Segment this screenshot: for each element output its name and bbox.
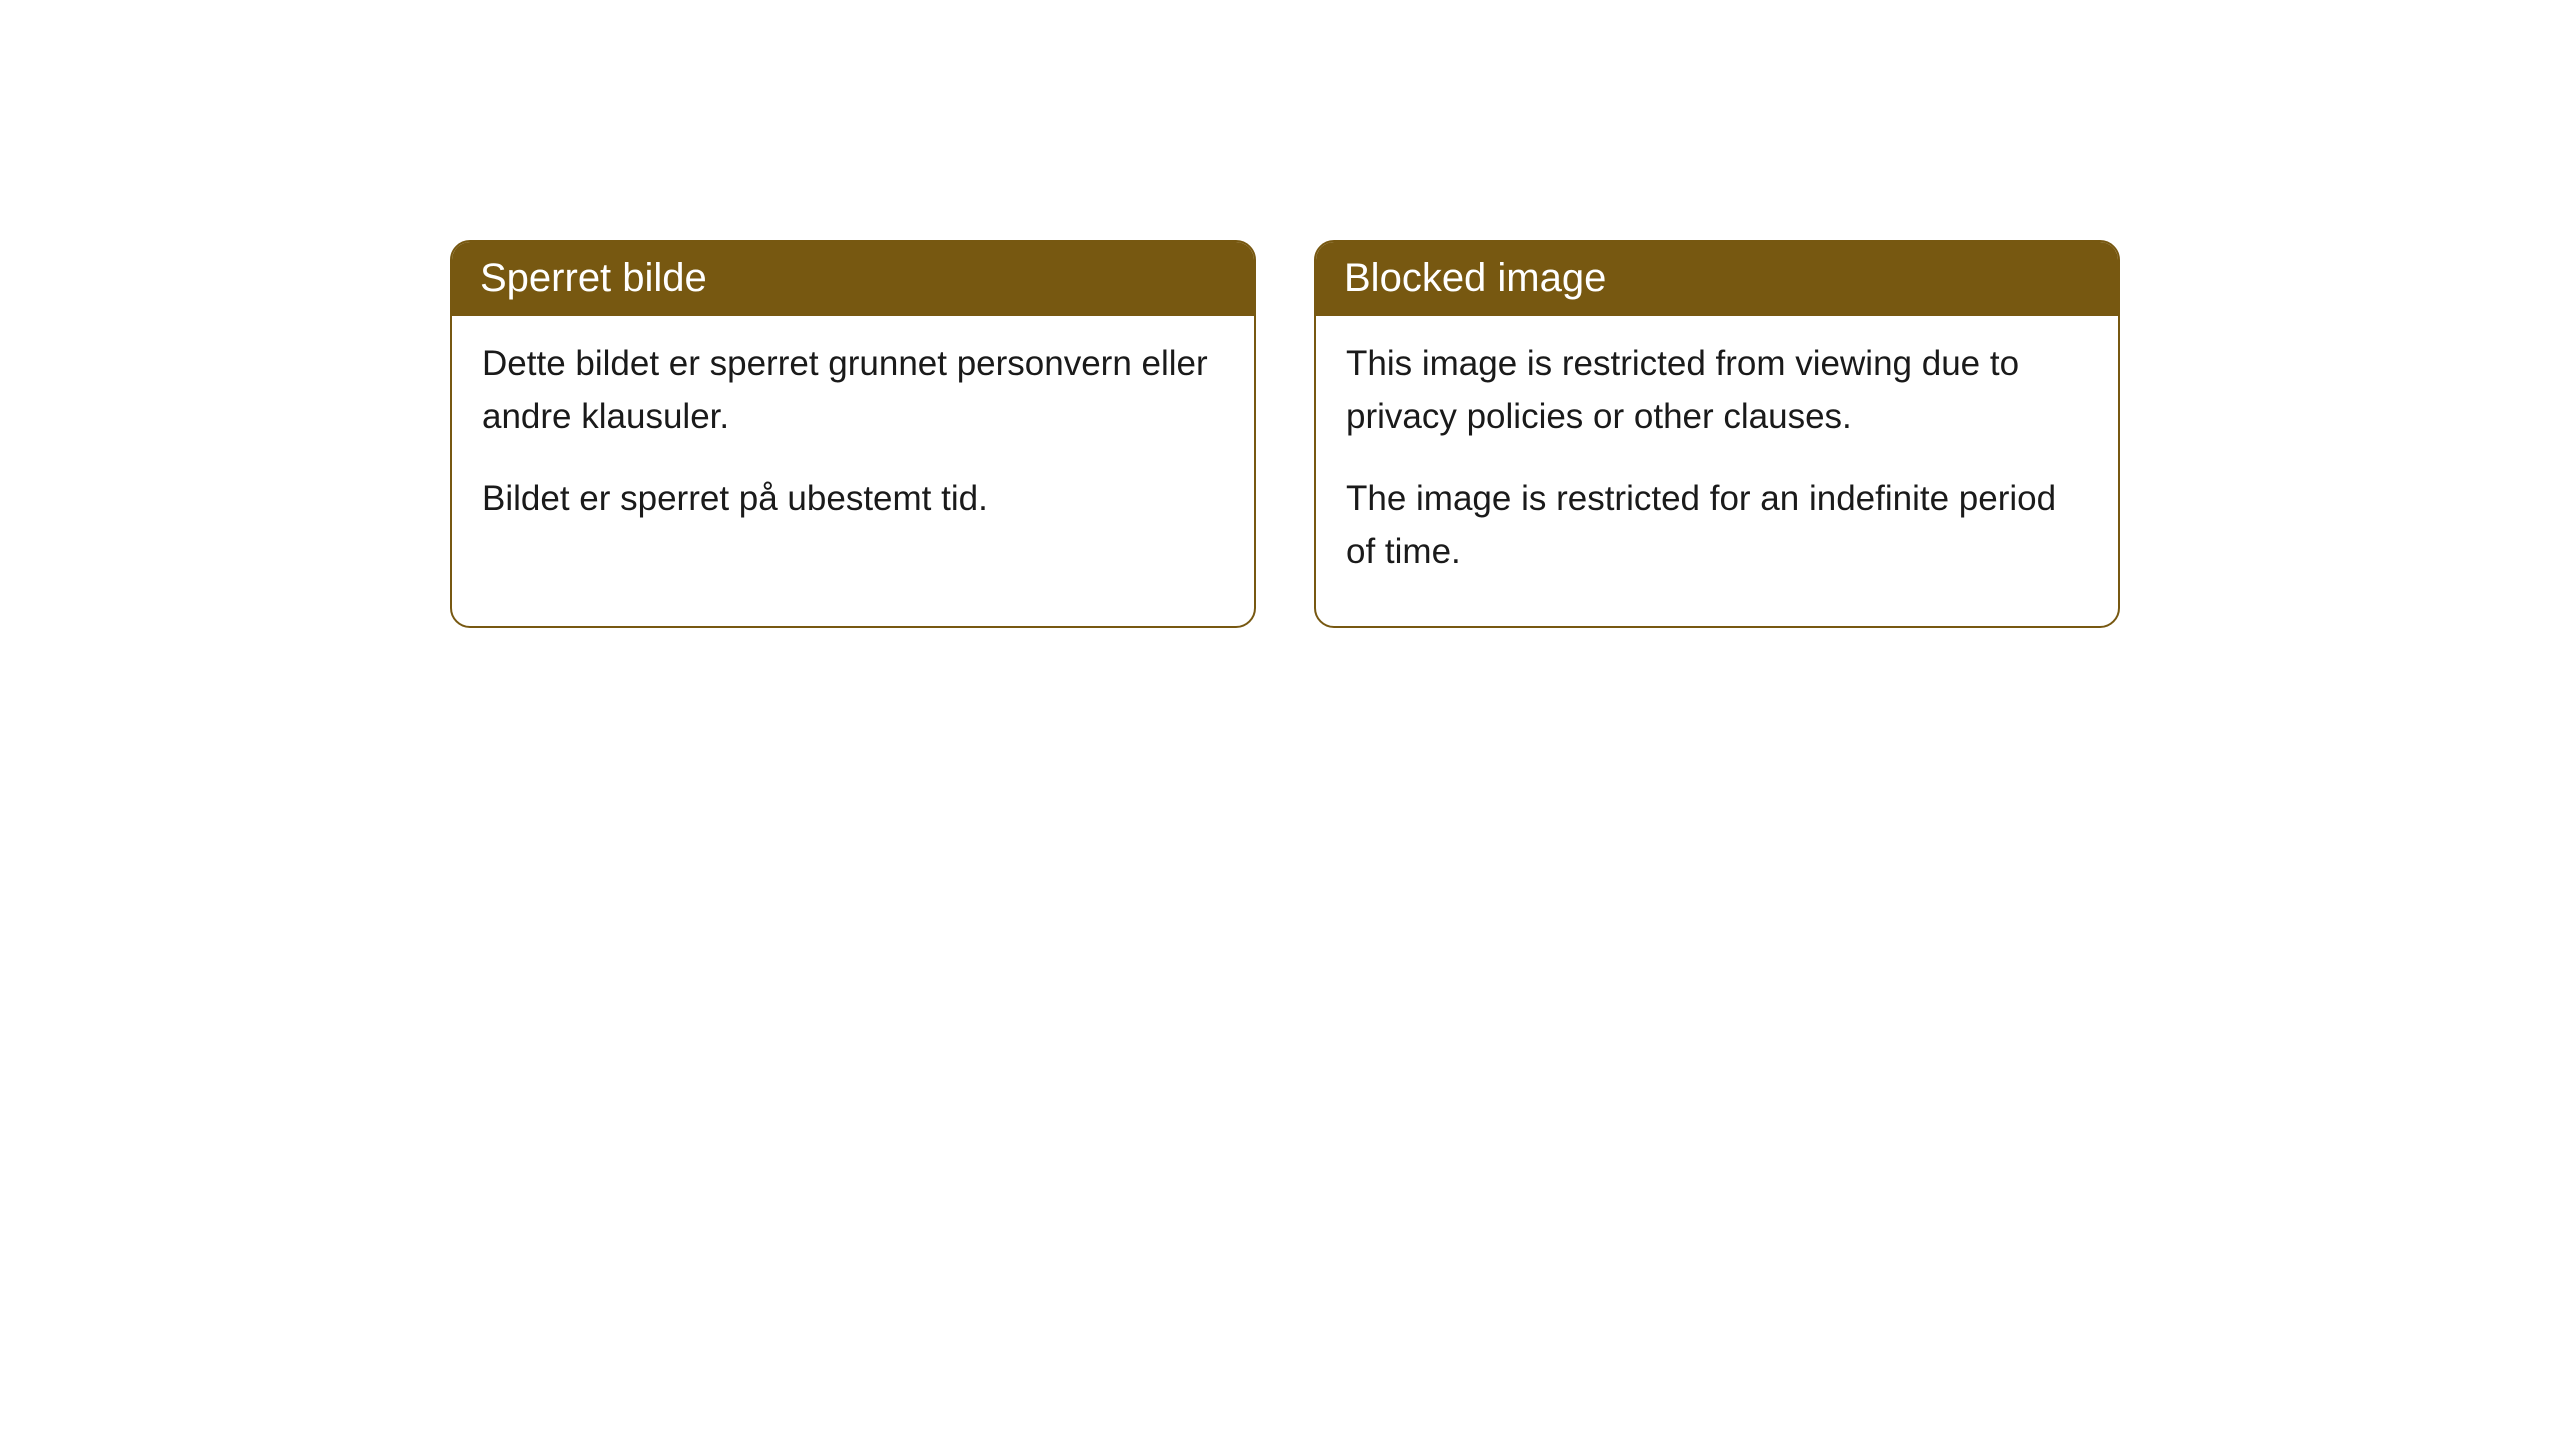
card-header: Blocked image xyxy=(1316,242,2118,316)
card-paragraph: Bildet er sperret på ubestemt tid. xyxy=(482,473,1224,526)
card-title: Sperret bilde xyxy=(480,256,707,300)
card-paragraph: This image is restricted from viewing du… xyxy=(1346,338,2088,443)
notice-cards-container: Sperret bilde Dette bildet er sperret gr… xyxy=(450,240,2120,628)
card-paragraph: The image is restricted for an indefinit… xyxy=(1346,473,2088,578)
card-paragraph: Dette bildet er sperret grunnet personve… xyxy=(482,338,1224,443)
card-title: Blocked image xyxy=(1344,256,1606,300)
card-body: Dette bildet er sperret grunnet personve… xyxy=(452,316,1254,574)
notice-card-norwegian: Sperret bilde Dette bildet er sperret gr… xyxy=(450,240,1256,628)
notice-card-english: Blocked image This image is restricted f… xyxy=(1314,240,2120,628)
card-header: Sperret bilde xyxy=(452,242,1254,316)
card-body: This image is restricted from viewing du… xyxy=(1316,316,2118,626)
